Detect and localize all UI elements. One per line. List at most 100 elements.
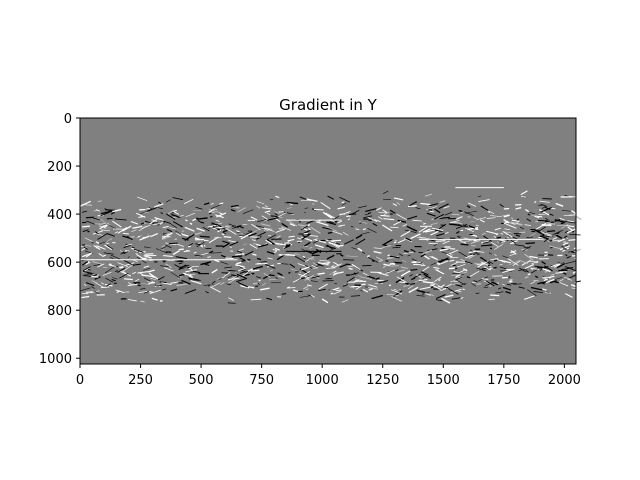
gradient-stroke bbox=[258, 279, 261, 282]
gradient-stroke bbox=[105, 277, 114, 283]
gradient-stroke bbox=[289, 263, 296, 268]
gradient-stroke bbox=[490, 294, 500, 297]
gradient-stroke bbox=[496, 236, 502, 239]
gradient-stroke bbox=[200, 245, 204, 248]
gradient-stroke bbox=[451, 297, 461, 300]
gradient-stroke bbox=[94, 290, 101, 295]
gradient-stroke bbox=[491, 281, 499, 286]
gradient-stroke bbox=[494, 227, 501, 231]
gradient-stroke bbox=[313, 275, 320, 280]
gradient-stroke bbox=[90, 290, 100, 294]
gradient-stroke bbox=[480, 244, 493, 247]
gradient-stroke bbox=[312, 238, 318, 241]
gradient-stroke bbox=[405, 237, 412, 242]
gradient-stroke bbox=[332, 263, 343, 269]
gradient-stroke bbox=[498, 287, 502, 290]
gradient-stroke bbox=[178, 264, 187, 271]
gradient-stroke bbox=[94, 282, 104, 288]
gradient-stroke bbox=[304, 274, 315, 281]
gradient-stroke bbox=[562, 242, 569, 246]
gradient-stroke bbox=[319, 259, 330, 262]
gradient-stroke bbox=[524, 208, 530, 213]
gradient-stroke bbox=[509, 279, 513, 281]
x-tick-label: 500 bbox=[189, 373, 214, 388]
gradient-stroke bbox=[377, 216, 383, 220]
gradient-stroke bbox=[202, 226, 210, 232]
gradient-stroke bbox=[347, 218, 351, 221]
gradient-stroke bbox=[512, 283, 522, 285]
gradient-stroke bbox=[163, 255, 173, 258]
gradient-stroke bbox=[438, 203, 449, 210]
gradient-stroke bbox=[262, 282, 267, 286]
gradient-stroke bbox=[243, 243, 247, 246]
gradient-stroke bbox=[287, 238, 295, 242]
gradient-stroke bbox=[256, 225, 265, 229]
gradient-stroke bbox=[96, 233, 104, 236]
gradient-stroke bbox=[554, 276, 563, 280]
gradient-stroke bbox=[467, 216, 471, 218]
gradient-stroke bbox=[368, 284, 378, 288]
gradient-stroke bbox=[487, 211, 491, 213]
gradient-stroke bbox=[422, 228, 431, 233]
gradient-stroke bbox=[378, 280, 389, 284]
gradient-stroke bbox=[553, 263, 561, 268]
gradient-stroke bbox=[235, 253, 242, 256]
gradient-stroke bbox=[488, 252, 492, 255]
gradient-stroke bbox=[568, 239, 577, 241]
gradient-stroke bbox=[318, 288, 326, 292]
gradient-stroke bbox=[455, 284, 463, 287]
gradient-stroke bbox=[97, 217, 105, 222]
gradient-stroke bbox=[418, 251, 424, 254]
gradient-stroke bbox=[318, 283, 328, 290]
gradient-stroke bbox=[231, 274, 239, 278]
gradient-stroke bbox=[181, 279, 191, 285]
gradient-stroke bbox=[555, 202, 564, 207]
gradient-stroke bbox=[172, 197, 183, 201]
gradient-stroke bbox=[102, 271, 112, 276]
gradient-stroke bbox=[351, 247, 357, 250]
gradient-stroke bbox=[373, 250, 382, 254]
gradient-stroke bbox=[486, 217, 496, 219]
gradient-stroke bbox=[396, 202, 401, 206]
gradient-stroke bbox=[423, 222, 426, 225]
gradient-stroke bbox=[538, 226, 546, 232]
gradient-stroke bbox=[367, 228, 377, 233]
gradient-stroke bbox=[506, 283, 512, 286]
gradient-stroke bbox=[355, 234, 363, 240]
gradient-stroke bbox=[275, 277, 278, 279]
gradient-stroke bbox=[85, 216, 94, 219]
gradient-stroke bbox=[573, 244, 582, 250]
gradient-stroke bbox=[354, 278, 364, 282]
gradient-stroke bbox=[544, 206, 551, 211]
gradient-stroke bbox=[429, 210, 435, 213]
gradient-stroke bbox=[180, 225, 183, 228]
gradient-stroke bbox=[82, 229, 89, 233]
gradient-stroke bbox=[555, 271, 564, 274]
gradient-stroke bbox=[378, 259, 383, 263]
gradient-stroke bbox=[389, 226, 399, 229]
gradient-stroke bbox=[140, 215, 146, 218]
gradient-stroke bbox=[127, 282, 132, 285]
gradient-stroke bbox=[522, 245, 532, 252]
gradient-stroke bbox=[144, 253, 154, 255]
gradient-stroke bbox=[143, 277, 151, 282]
gradient-stroke bbox=[493, 259, 498, 262]
gradient-stroke bbox=[143, 265, 150, 268]
gradient-stroke bbox=[420, 202, 431, 206]
gradient-stroke bbox=[131, 229, 137, 233]
gradient-stroke bbox=[436, 232, 445, 237]
gradient-stroke bbox=[311, 275, 320, 279]
gradient-stroke bbox=[162, 235, 171, 241]
gradient-stroke bbox=[410, 233, 421, 240]
gradient-stroke bbox=[441, 297, 451, 304]
gradient-stroke bbox=[265, 263, 276, 269]
gradient-stroke bbox=[281, 226, 292, 231]
gradient-stroke bbox=[297, 237, 302, 240]
gradient-stroke bbox=[184, 289, 197, 295]
gradient-stroke bbox=[263, 272, 271, 278]
gradient-stroke bbox=[256, 205, 261, 209]
gradient-stroke bbox=[427, 248, 438, 252]
gradient-stroke bbox=[398, 239, 406, 244]
gradient-stroke bbox=[400, 266, 408, 269]
gradient-stroke bbox=[527, 213, 531, 216]
